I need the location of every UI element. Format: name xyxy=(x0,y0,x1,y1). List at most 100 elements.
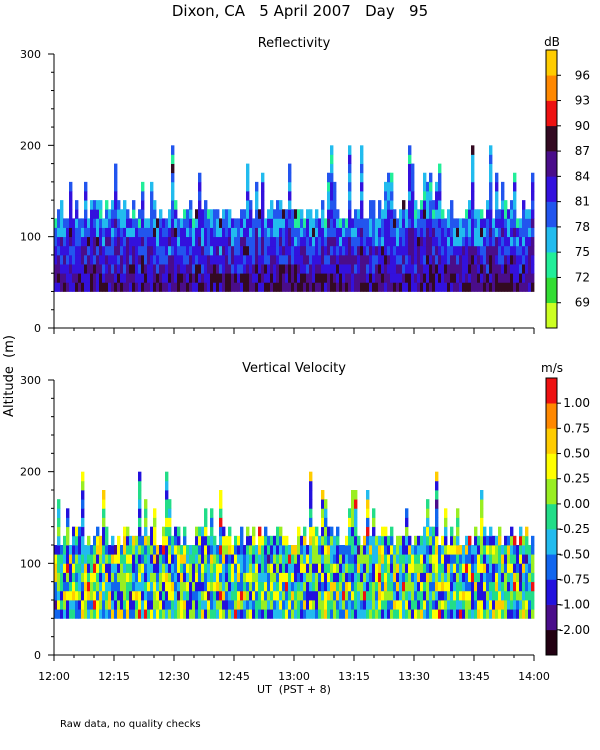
reflectivity-cell xyxy=(345,264,349,274)
vertical-velocity-cell xyxy=(399,600,403,610)
reflectivity-cell xyxy=(495,218,499,228)
reflectivity-cell xyxy=(72,227,76,238)
vertical-velocity-cell xyxy=(129,581,133,592)
vertical-velocity-cell xyxy=(501,609,505,619)
vertical-velocity-cell xyxy=(285,590,289,601)
reflectivity-cell xyxy=(480,227,484,238)
reflectivity-cell xyxy=(378,273,382,283)
reflectivity-cell xyxy=(165,273,169,283)
reflectivity-cell xyxy=(78,254,82,265)
reflectivity-cell xyxy=(309,282,313,292)
vertical-velocity-cell xyxy=(153,526,157,537)
reflectivity-cell xyxy=(204,245,208,256)
reflectivity-cell xyxy=(117,236,121,247)
reflectivity-colorbar-swatch xyxy=(546,100,557,127)
reflectivity-cell xyxy=(384,273,388,283)
reflectivity-cell xyxy=(408,245,412,256)
reflectivity-cell xyxy=(405,245,409,256)
reflectivity-cell xyxy=(90,200,94,210)
vertical-velocity-cell xyxy=(396,554,400,564)
reflectivity-cell xyxy=(180,264,184,274)
reflectivity-cell xyxy=(516,254,520,265)
vertical-velocity-cell xyxy=(351,499,355,509)
reflectivity-cell xyxy=(69,218,73,228)
vertical-velocity-cell xyxy=(141,600,145,610)
vertical-velocity-cell xyxy=(111,590,115,601)
reflectivity-cell xyxy=(129,245,133,256)
vertical-velocity-cell xyxy=(405,563,409,573)
vertical-velocity-cell xyxy=(351,590,355,601)
reflectivity-cell xyxy=(453,227,457,238)
reflectivity-cell xyxy=(447,264,451,274)
reflectivity-cell xyxy=(183,236,187,247)
reflectivity-cell xyxy=(318,236,322,247)
vertical-velocity-cell xyxy=(150,581,154,592)
vertical-velocity-cell xyxy=(327,600,331,610)
vertical-velocity-cell xyxy=(252,554,256,564)
reflectivity-cell xyxy=(291,209,295,219)
vertical-velocity-cell xyxy=(78,581,82,592)
vertical-velocity-cell xyxy=(219,554,223,564)
reflectivity-colorbar-swatch xyxy=(546,226,557,253)
reflectivity-cell xyxy=(477,227,481,238)
vertical-velocity-cell xyxy=(81,590,85,601)
vertical-velocity-colorbar-label: 0.25 xyxy=(563,472,590,486)
reflectivity-cell xyxy=(96,227,100,238)
reflectivity-cell xyxy=(504,245,508,256)
reflectivity-cell xyxy=(528,282,532,292)
reflectivity-cell xyxy=(294,273,298,283)
vertical-velocity-cell xyxy=(207,563,211,573)
vertical-velocity-cell xyxy=(90,590,94,601)
vertical-velocity-cell xyxy=(312,609,316,619)
vertical-velocity-cell xyxy=(279,554,283,564)
vertical-velocity-cell xyxy=(192,590,196,601)
vertical-velocity-cell xyxy=(489,600,493,610)
vertical-velocity-cell xyxy=(231,590,235,601)
reflectivity-cell xyxy=(96,282,100,292)
vertical-velocity-cell xyxy=(204,508,208,518)
vertical-velocity-cell xyxy=(327,572,331,583)
vertical-velocity-cell xyxy=(330,600,334,610)
reflectivity-cell xyxy=(384,236,388,247)
reflectivity-cell xyxy=(525,218,529,228)
reflectivity-cell xyxy=(342,273,346,283)
reflectivity-cell xyxy=(408,282,412,292)
vertical-velocity-cell xyxy=(351,572,355,583)
reflectivity-cell xyxy=(165,218,169,228)
reflectivity-cell xyxy=(453,254,457,265)
vertical-velocity-cell xyxy=(279,526,283,537)
reflectivity-cell xyxy=(207,218,211,228)
reflectivity-cell xyxy=(69,273,73,283)
vertical-velocity-cell xyxy=(108,563,112,573)
vertical-velocity-cell xyxy=(201,554,205,564)
reflectivity-cell xyxy=(228,209,232,219)
vertical-velocity-cell xyxy=(417,554,421,564)
reflectivity-cell xyxy=(489,191,493,201)
vertical-velocity-cell xyxy=(156,600,160,610)
reflectivity-cell xyxy=(396,218,400,228)
reflectivity-cell xyxy=(507,209,511,219)
vertical-velocity-cell xyxy=(90,554,94,564)
vertical-velocity-cell xyxy=(360,563,364,573)
vertical-velocity-cell xyxy=(390,535,394,546)
vertical-velocity-cell xyxy=(324,590,328,601)
vertical-velocity-cell xyxy=(285,545,289,555)
reflectivity-cell xyxy=(120,282,124,292)
reflectivity-cell xyxy=(159,264,163,274)
reflectivity-cell xyxy=(381,254,385,265)
reflectivity-cell xyxy=(222,218,226,228)
vertical-velocity-cell xyxy=(69,590,73,601)
reflectivity-cell xyxy=(417,273,421,283)
reflectivity-cell xyxy=(84,181,88,192)
reflectivity-cell xyxy=(327,264,331,274)
vertical-velocity-cell xyxy=(138,545,142,555)
vertical-velocity-cell xyxy=(210,554,214,564)
vertical-velocity-cell xyxy=(177,526,181,537)
reflectivity-cell xyxy=(432,282,436,292)
vertical-velocity-cell xyxy=(105,554,109,564)
vertical-velocity-cell xyxy=(258,600,262,610)
reflectivity-cell xyxy=(402,282,406,292)
reflectivity-y-tick-label: 200 xyxy=(20,139,41,152)
reflectivity-cell xyxy=(72,264,76,274)
vertical-velocity-cell xyxy=(135,545,139,555)
